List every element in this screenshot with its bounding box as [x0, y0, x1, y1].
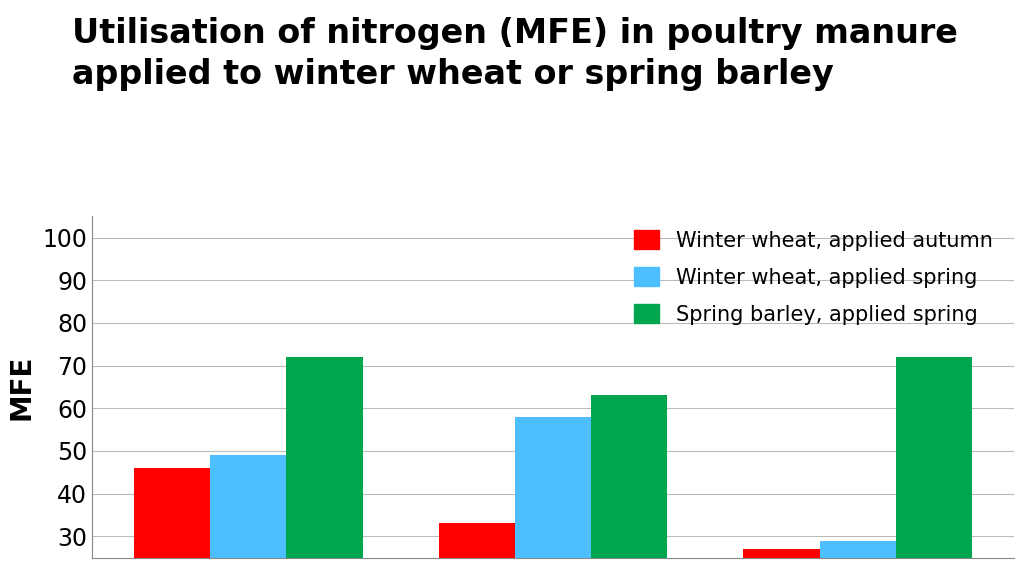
Legend: Winter wheat, applied autumn, Winter wheat, applied spring, Spring barley, appli: Winter wheat, applied autumn, Winter whe… — [624, 220, 1004, 335]
Bar — [287, 357, 362, 569]
Text: Utilisation of nitrogen (MFE) in poultry manure
applied to winter wheat or sprin: Utilisation of nitrogen (MFE) in poultry… — [72, 17, 957, 91]
Bar — [819, 541, 896, 569]
Bar — [743, 549, 819, 569]
Bar — [134, 468, 210, 569]
Bar — [896, 357, 972, 569]
Bar — [515, 417, 591, 569]
Bar — [591, 395, 668, 569]
Bar — [210, 455, 287, 569]
Y-axis label: MFE: MFE — [7, 354, 36, 419]
Bar — [438, 523, 515, 569]
